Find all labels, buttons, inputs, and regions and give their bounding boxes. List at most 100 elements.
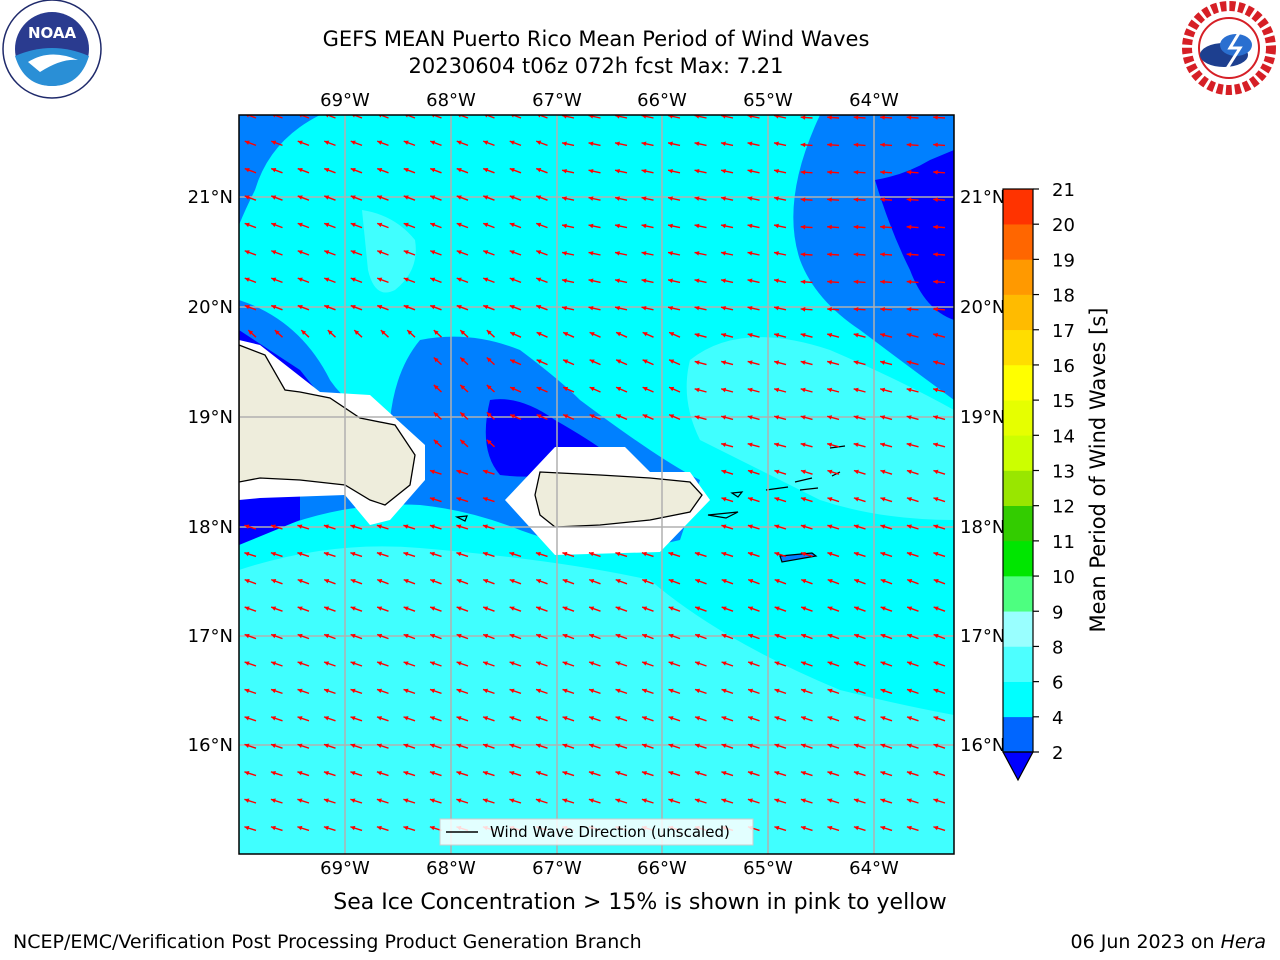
- wind-arrow-head: [906, 387, 912, 393]
- wind-arrow-head: [244, 716, 250, 721]
- wind-arrow-head: [486, 439, 492, 445]
- wind-arrow-head: [801, 633, 807, 639]
- wind-arrow-head: [403, 167, 409, 173]
- wind-arrow: [352, 115, 363, 119]
- wind-arrow-head: [854, 716, 860, 721]
- wind-arrow-head: [827, 633, 833, 639]
- colorbar-segment: [1003, 505, 1033, 542]
- wind-arrow-head: [906, 524, 912, 529]
- wind-arrow-head: [403, 579, 409, 584]
- wind-arrow-head: [274, 330, 280, 335]
- wind-arrow-head: [615, 278, 620, 284]
- wind-arrow-head: [774, 278, 779, 284]
- noaa-logo-text: NOAA: [28, 24, 77, 42]
- wind-arrow-head: [615, 771, 621, 776]
- wind-arrow-head: [244, 743, 250, 748]
- wind-arrow-head: [324, 661, 330, 666]
- wind-arrow-head: [562, 716, 568, 721]
- wind-arrow-head: [271, 688, 277, 694]
- colorbar-tick-label: 2: [1052, 743, 1063, 764]
- wind-arrow-head: [403, 606, 409, 611]
- colorbar-tick-label: 11: [1052, 532, 1075, 553]
- wind-arrow-head: [721, 551, 727, 557]
- wind-arrow-head: [429, 825, 435, 831]
- wind-arrow-head: [933, 169, 938, 175]
- wind-arrow-head: [827, 115, 832, 120]
- wind-arrow: [299, 115, 310, 119]
- wind-arrow-head: [456, 469, 462, 475]
- wind-arrow-head: [721, 251, 726, 256]
- wind-arrow-head: [774, 688, 780, 694]
- wind-arrow-head: [747, 415, 753, 420]
- noaa-logo: NOAA: [2, 0, 102, 99]
- wind-arrow-head: [403, 688, 409, 694]
- lat-label-left: 18°N: [188, 517, 233, 538]
- wind-arrow-head: [827, 142, 832, 148]
- wind-arrow-head: [880, 415, 886, 420]
- wind-arrow-head: [668, 688, 674, 694]
- wind-arrow-head: [774, 196, 779, 201]
- wind-arrow-head: [380, 330, 386, 335]
- wind-arrow-head: [270, 798, 276, 803]
- wind-arrow-head: [588, 141, 594, 147]
- wind-arrow-head: [933, 825, 939, 831]
- lon-label-top: 68°W: [426, 90, 476, 111]
- lat-label-left: 16°N: [188, 735, 233, 756]
- wind-arrow: [246, 115, 257, 119]
- wind-arrow-head: [562, 168, 567, 174]
- colorbar-tick-label: 9: [1052, 602, 1063, 623]
- wind-arrow-head: [297, 743, 303, 748]
- wind-arrow-head: [721, 196, 726, 201]
- wind-arrow-head: [271, 633, 277, 639]
- wind-arrow-head: [853, 197, 859, 202]
- wind-arrow-head: [377, 304, 383, 310]
- wind-arrow-head: [668, 771, 674, 776]
- wind-arrow-head: [324, 195, 330, 200]
- wind-arrow-head: [933, 224, 938, 230]
- lon-label-bottom: 65°W: [743, 858, 793, 879]
- wind-arrow-head: [433, 412, 439, 418]
- wind-arrow-head: [350, 195, 356, 200]
- colorbar-tick-label: 6: [1052, 673, 1063, 694]
- wind-arrow-head: [668, 223, 673, 229]
- wind-arrow-head: [641, 141, 647, 147]
- wind-arrow-head: [456, 250, 462, 255]
- wind-arrow-head: [801, 716, 807, 721]
- wind-arrow-head: [747, 115, 753, 119]
- wind-arrow-head: [509, 743, 515, 748]
- wind-arrow-head: [509, 688, 515, 694]
- lat-label-right: 20°N: [960, 297, 1005, 318]
- vieques-island: [707, 511, 739, 519]
- wind-arrow-head: [906, 115, 912, 120]
- colorbar-tick-label: 20: [1052, 215, 1075, 236]
- wind-arrow-head: [456, 551, 462, 557]
- lon-label-top: 67°W: [532, 90, 582, 111]
- wind-arrow-head: [588, 251, 594, 256]
- wind-arrow-head: [297, 633, 303, 639]
- wind-arrow-head: [774, 251, 779, 256]
- wind-arrow-head: [350, 167, 356, 173]
- wind-arrow-head: [376, 771, 382, 776]
- wind-arrow-head: [880, 579, 886, 584]
- wind-arrow-head: [747, 771, 753, 776]
- lat-label-right: 21°N: [960, 187, 1005, 208]
- wind-arrow-head: [774, 387, 780, 393]
- wind-arrow-head: [827, 771, 833, 776]
- wind-arrow-head: [748, 633, 754, 639]
- wind-arrow-head: [748, 606, 754, 611]
- wind-arrow-head: [354, 330, 360, 335]
- wind-arrow-head: [800, 333, 806, 338]
- wind-arrow-head: [747, 387, 753, 393]
- mona-island: [454, 515, 468, 522]
- wind-arrow-head: [721, 661, 727, 666]
- wind-arrow-head: [774, 771, 780, 776]
- wind-arrow-head: [774, 825, 780, 831]
- wind-arrow-head: [460, 384, 466, 390]
- wind-arrow-head: [747, 196, 753, 201]
- wind-arrow-head: [562, 579, 568, 584]
- wind-arrow-head: [589, 633, 595, 639]
- wind-arrow-head: [589, 332, 595, 337]
- wind-arrow-head: [721, 141, 726, 147]
- wind-arrow-head: [774, 497, 780, 502]
- wind-arrow-head: [456, 771, 462, 776]
